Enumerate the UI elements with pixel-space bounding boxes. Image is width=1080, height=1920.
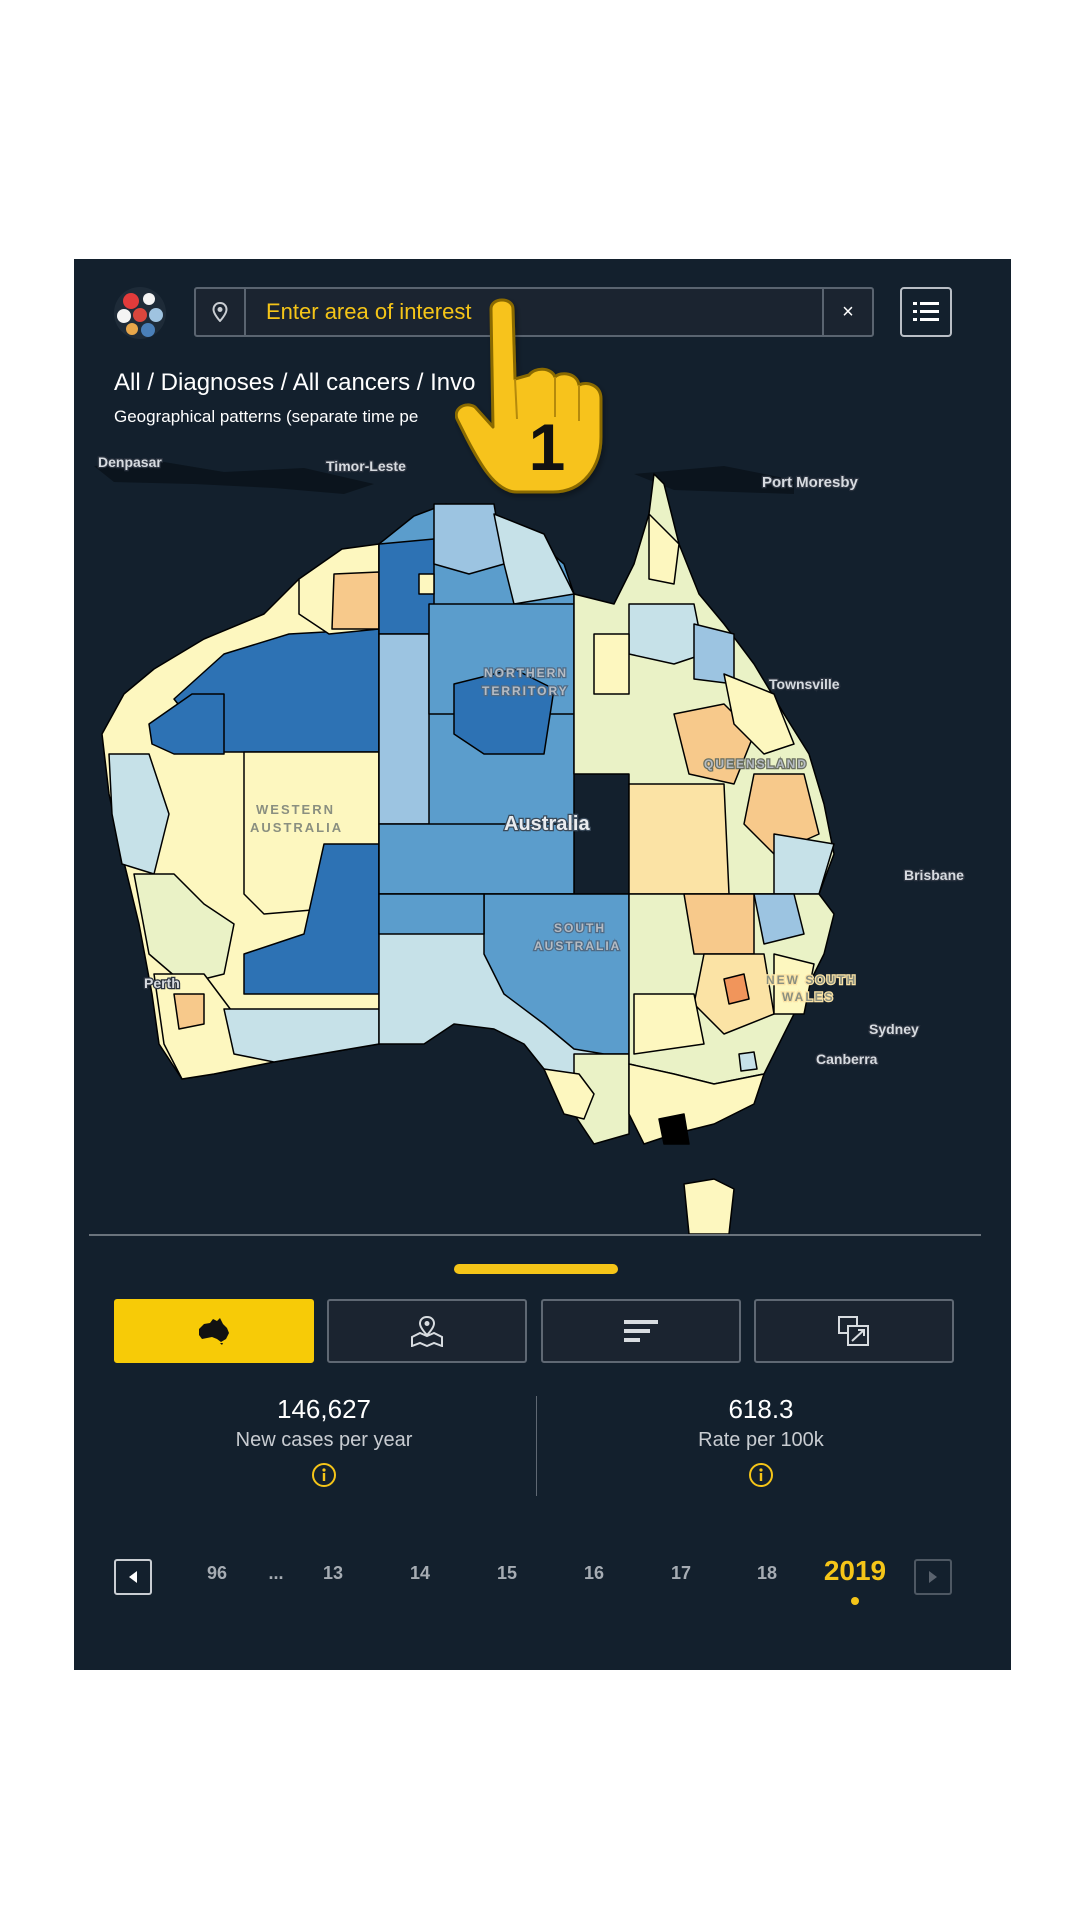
- caret-right-icon: [929, 1571, 937, 1583]
- rate-label: Rate per 100k: [698, 1429, 824, 1451]
- location-pin-icon[interactable]: [196, 289, 246, 335]
- previous-year-button[interactable]: [114, 1559, 152, 1595]
- map-label-nsw-1: NEW SOUTH: [766, 973, 857, 987]
- logo: [114, 287, 166, 339]
- clear-search-button[interactable]: ×: [822, 289, 872, 335]
- map-label-perth: Perth: [144, 975, 180, 991]
- australia-view-button[interactable]: [114, 1299, 314, 1363]
- map-label-nsw-2: WALES: [782, 990, 835, 1004]
- search-input[interactable]: [252, 289, 820, 335]
- current-year[interactable]: 2019: [823, 1555, 887, 1586]
- step-number: 1: [529, 410, 566, 484]
- map-label-townsville: Townsville: [769, 676, 840, 692]
- year-option[interactable]: 96: [206, 1563, 228, 1583]
- map-label-canberra: Canberra: [816, 1051, 878, 1067]
- next-year-button[interactable]: [914, 1559, 952, 1595]
- new-cases-stat: 146,627 New cases per year: [114, 1394, 534, 1488]
- panel-divider: [89, 1234, 981, 1236]
- year-option[interactable]: 15: [496, 1563, 518, 1583]
- map-label-brisbane: Brisbane: [904, 867, 964, 883]
- compare-icon: [838, 1316, 869, 1346]
- year-option[interactable]: 16: [583, 1563, 605, 1583]
- new-cases-label: New cases per year: [235, 1429, 413, 1451]
- search-bar: ×: [194, 287, 874, 337]
- map-label-wa-1: WESTERN: [256, 802, 335, 817]
- map-label-sa-1: SOUTH: [554, 921, 606, 935]
- map-label-timor: Timor-Leste: [326, 458, 406, 474]
- map-label-sa-2: AUSTRALIA: [534, 939, 621, 953]
- caret-left-icon: [129, 1571, 137, 1583]
- drag-handle[interactable]: [454, 1264, 618, 1274]
- info-icon[interactable]: [311, 1462, 337, 1488]
- year-option[interactable]: 13: [322, 1563, 344, 1583]
- app-window: × All / Diagnoses / All cancers / Invo G…: [74, 259, 1011, 1670]
- menu-button[interactable]: [900, 287, 952, 337]
- map-label-nt-2: TERRITORY: [482, 684, 569, 698]
- rate-stat: 618.3 Rate per 100k: [551, 1394, 971, 1488]
- map-label-wa-2: AUSTRALIA: [250, 820, 343, 835]
- map-label-denpasar: Denpasar: [98, 454, 162, 470]
- australia-icon: [199, 1318, 229, 1345]
- breadcrumb[interactable]: All / Diagnoses / All cancers / Invo: [114, 369, 476, 396]
- year-option[interactable]: 14: [409, 1563, 431, 1583]
- choropleth-map[interactable]: Denpasar Timor-Leste Port Moresby NORTHE…: [74, 454, 1011, 1234]
- stat-divider: [536, 1396, 537, 1496]
- map-label-sydney: Sydney: [869, 1021, 919, 1037]
- bar-view-button[interactable]: [541, 1299, 741, 1363]
- map-pin-icon: [411, 1315, 443, 1347]
- compare-view-button[interactable]: [754, 1299, 954, 1363]
- info-icon[interactable]: [748, 1462, 774, 1488]
- map-label-qld: QUEENSLAND: [704, 757, 808, 771]
- map-view-button[interactable]: [327, 1299, 527, 1363]
- map-label-nt-1: NORTHERN: [484, 666, 568, 680]
- new-cases-value: 146,627: [277, 1394, 371, 1424]
- list-icon: [913, 302, 939, 321]
- map-label-australia: Australia: [504, 813, 590, 835]
- rate-value: 618.3: [728, 1394, 794, 1424]
- hand-pointer-icon: 1: [455, 298, 603, 494]
- year-option[interactable]: 17: [670, 1563, 692, 1583]
- map-label-port-moresby: Port Moresby: [762, 474, 859, 491]
- year-option[interactable]: 18: [756, 1563, 778, 1583]
- year-ellipsis: ...: [268, 1563, 284, 1583]
- bars-icon: [624, 1320, 658, 1342]
- current-year-indicator: [851, 1597, 859, 1605]
